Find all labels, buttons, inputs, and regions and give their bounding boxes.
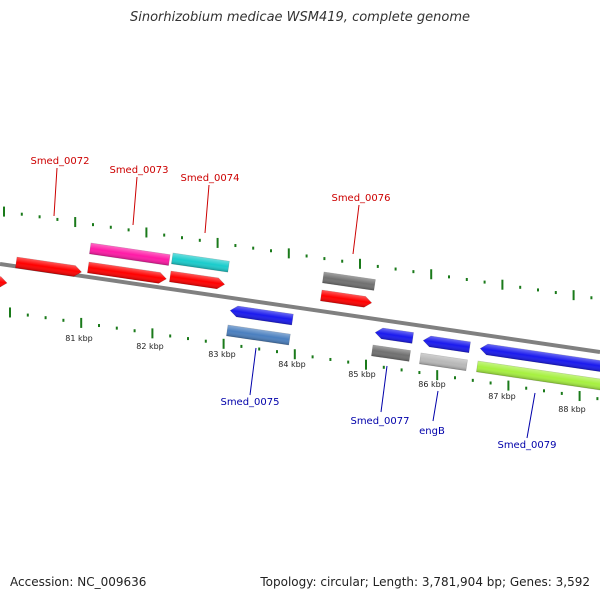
smed-0075-cds (226, 324, 291, 346)
gene-label-smed-0077-leader (380, 365, 388, 413)
smed-0073-gene (89, 242, 171, 266)
smed-0072-gene (0, 274, 8, 288)
smed-0076-cds (320, 289, 373, 308)
gene-label-engb-leader (432, 390, 439, 422)
scale-label-85-kbp: 85 kbp (348, 370, 376, 379)
scale-label-83-kbp: 83 kbp (208, 350, 236, 359)
scale-label-81-kbp: 81 kbp (65, 334, 93, 343)
smed-0077-gene (374, 327, 414, 344)
gene-label-smed-0072-leader (53, 167, 58, 217)
topology-label: Topology: circular; Length: 3,781,904 bp… (260, 575, 590, 589)
gene-label-smed-0076-leader (352, 204, 360, 255)
smed-0074-gene (171, 252, 230, 273)
scale-label-88-kbp: 88 kbp (558, 405, 586, 414)
smed-0075-gene (229, 305, 294, 326)
genome-title: Sinorhizobium medicae WSM419, complete g… (129, 10, 471, 25)
gene-features (0, 242, 600, 391)
gene-label-smed-0074[interactable]: Smed_0074 (180, 173, 239, 184)
genome-backbone (0, 262, 600, 354)
smed-0077-cds (371, 344, 411, 362)
gene-label-smed-0079[interactable]: Smed_0079 (497, 440, 556, 451)
gene-label-smed-0075-leader (249, 347, 257, 396)
gene-label-engb[interactable]: engB (419, 426, 445, 437)
smed-0072-cds (15, 256, 82, 277)
accession-label: Accession: NC_009636 (10, 575, 147, 589)
gene-label-smed-0079-leader (526, 392, 536, 439)
smed-0073-cds (87, 261, 167, 284)
scale-label-86-kbp: 86 kbp (418, 380, 446, 389)
gene-label-smed-0076[interactable]: Smed_0076 (331, 193, 390, 204)
scale-label-84-kbp: 84 kbp (278, 360, 306, 369)
engb-gene (422, 335, 471, 354)
gene-label-smed-0075[interactable]: Smed_0075 (220, 397, 279, 408)
smed-0076-gene (322, 271, 376, 291)
gene-labels: Smed_0072 Smed_0073 Smed_0074 Smed_0076 Smed… (30, 156, 556, 451)
scale-labels: 81 kbp 82 kbp 83 kbp 84 kbp 85 kbp 86 kbp 87 k… (65, 334, 586, 414)
engb-cds (419, 352, 468, 372)
inner-tick-track (9, 307, 599, 402)
smed-0079-gene (479, 343, 600, 373)
gene-label-smed-0074-leader (204, 184, 210, 234)
label-leaders (53, 167, 536, 439)
gene-label-smed-0073-leader (132, 176, 138, 226)
scale-label-82-kbp: 82 kbp (136, 342, 164, 351)
smed-0079-cds (476, 360, 600, 391)
outer-tick-track (3, 206, 593, 301)
gene-label-smed-0073[interactable]: Smed_0073 (109, 165, 168, 176)
gene-label-smed-0077[interactable]: Smed_0077 (350, 416, 409, 427)
scale-label-87-kbp: 87 kbp (488, 392, 516, 401)
gene-label-smed-0072[interactable]: Smed_0072 (30, 156, 89, 167)
smed-0074-cds (169, 270, 226, 290)
